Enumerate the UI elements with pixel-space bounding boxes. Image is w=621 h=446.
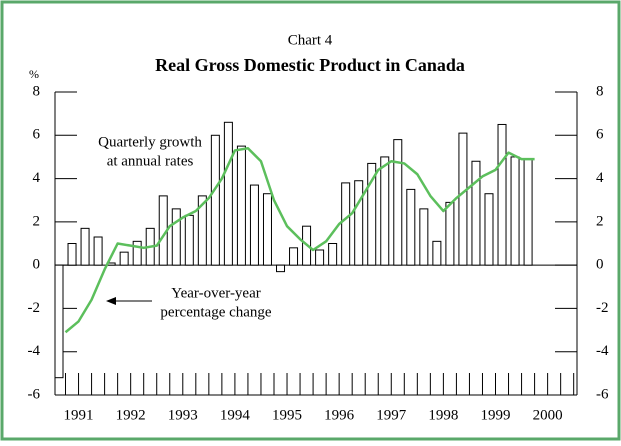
bar [249,184,259,266]
x-tick-label: 1996 [324,407,355,423]
bar [380,156,390,266]
bar [406,188,416,266]
bar [276,264,286,273]
bar [132,240,142,266]
line [64,147,535,334]
y-label: % [29,67,39,81]
bar [497,123,507,266]
y-tick-label: -4 [28,343,41,359]
bar [80,227,90,266]
x-tick-label: 1999 [481,407,511,423]
y-tick-label: 2 [33,213,41,229]
bar [119,251,129,266]
y-tick-label: 4 [33,170,41,186]
bar [236,145,246,266]
bar [223,121,233,266]
bar [419,208,429,266]
y-tick-label-right: 2 [596,213,604,229]
x-tick-label: 1995 [272,407,302,423]
bar [262,193,272,266]
y-tick-label: 8 [33,83,41,99]
bar [367,162,377,266]
bar [432,240,442,266]
bar [289,247,299,266]
chart-title: Real Gross Domestic Product in Canada [155,55,465,75]
y-tick-label-right: -2 [596,300,609,316]
x-tick-label: 2000 [533,407,563,423]
bar [93,236,103,266]
x-tick-label: 1994 [220,407,251,423]
y-tick-label-right: 4 [596,170,604,186]
bar [354,180,364,266]
bar [341,182,351,266]
bar [471,160,481,266]
y-tick-label: -6 [28,386,41,402]
x-tick-label: 1992 [116,407,146,423]
y-tick-label-right: -6 [596,386,609,402]
y-tick-label-right: 0 [596,257,604,273]
bar [523,158,533,266]
x-tick-label: 1997 [376,407,407,423]
y-tick-label-right: 8 [596,83,604,99]
y-tick-label: 0 [33,257,41,273]
bar [510,156,520,266]
bar [197,195,207,266]
bar [484,193,494,266]
bar [328,243,338,266]
bar [67,243,77,266]
annotation: Year-over-year [171,285,261,301]
x-tick-label: 1993 [168,407,198,423]
annotation: at annual rates [107,153,194,169]
chart-supertitle: Chart 4 [288,32,333,48]
y-tick-label-right: 6 [596,127,604,143]
bar [54,264,64,379]
bar [210,134,220,266]
bar [184,214,194,266]
y-tick-label-right: -4 [596,343,609,359]
y-tick-label: 6 [33,127,41,143]
bar [315,249,325,266]
bar [171,208,181,266]
bar [458,132,468,266]
bar [445,201,455,266]
x-tick-label: 1998 [428,407,458,423]
arrow-head [106,297,116,305]
bar [393,139,403,266]
y-tick-label: -2 [28,300,41,316]
x-tick-label: 1991 [64,407,94,423]
annotation: Quarterly growth [98,134,202,150]
annotation: percentage change [160,304,272,320]
